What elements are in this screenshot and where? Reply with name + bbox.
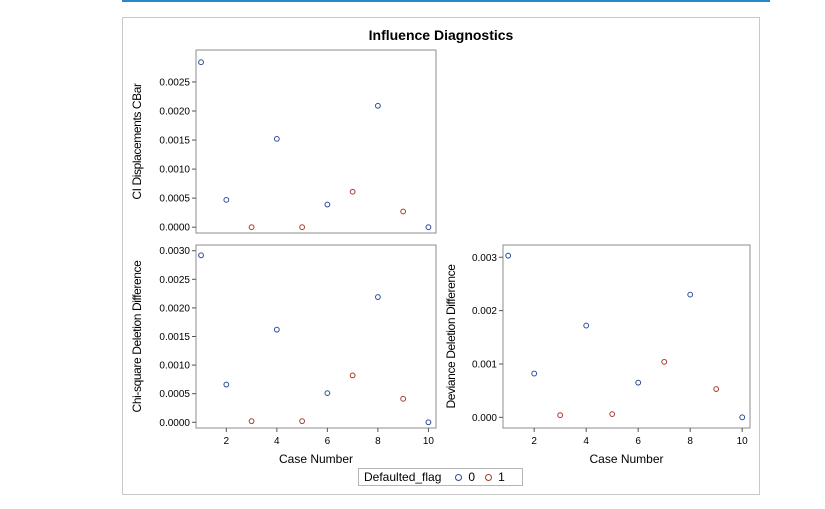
panel-chisq-point-8: [374, 294, 381, 300]
panel-chisq-xtick-label-2: 6: [325, 436, 331, 447]
panel-deviance-xtick-label-0: 2: [531, 436, 537, 447]
panel-chisq-ytick-label-2: 0.0010: [159, 361, 190, 372]
panel-chisq-point-9: [400, 395, 407, 402]
panel-chisq-point-3: [248, 418, 255, 425]
panel-chisq-point-10: [425, 419, 432, 426]
panel-chisq-xtick-label-0: 2: [224, 436, 230, 447]
panel-cbar-ytick-label-2: 0.0010: [159, 165, 190, 176]
panel-deviance-ytick-label-2: 0.002: [472, 306, 497, 317]
legend-label-1: 1: [498, 470, 505, 484]
panel-chisq-ytick-label-4: 0.0020: [159, 303, 190, 314]
panel-deviance-xtick-label-1: 4: [583, 436, 589, 447]
panel-chisq-point-7: [349, 372, 356, 379]
panel-chisq-point-1: [198, 252, 204, 259]
panel-deviance-point-10: [739, 414, 746, 421]
panel-deviance-point-3: [557, 412, 564, 419]
panel-cbar: 0.0000 0.0005 0.0010 0.0015 0.0020 0.0025 CI D…: [130, 49, 437, 234]
panel-cbar-point-9: [400, 208, 407, 215]
legend-title: Defaulted_flag: [364, 470, 442, 484]
panel-chisq-ytick-label-3: 0.0015: [159, 332, 190, 343]
panel-chisq-point-4: [273, 326, 280, 333]
panel-cbar-point-7: [349, 188, 356, 195]
panel-chisq-frame: [195, 244, 437, 429]
panel-chisq: 0.0000 0.0005 0.0010 0.0015 0.0020 0.0025 0.00…: [130, 244, 437, 466]
panel-cbar-ytick-label-4: 0.0020: [159, 107, 190, 118]
panel-deviance-point-1: [505, 252, 512, 259]
panel-cbar-point-1: [198, 59, 204, 66]
panel-cbar-point-5: [299, 224, 306, 231]
panel-deviance: 0.000 0.001 0.002 0.003 2 4 6 8 10 Deviance Delet…: [444, 244, 751, 466]
panel-cbar-ylabel: CI Displacements CBar: [130, 83, 144, 200]
panel-chisq-xlabel: Case Number: [279, 452, 353, 466]
panel-chisq-point-2: [223, 381, 230, 388]
panel-chisq-point-5: [299, 418, 306, 425]
panel-deviance-frame: [502, 244, 751, 429]
panel-cbar-ytick-label-1: 0.0005: [159, 194, 190, 205]
panel-cbar-point-6: [324, 201, 331, 208]
panel-deviance-point-9: [713, 386, 720, 392]
panel-chisq-xtick-label-4: 10: [423, 436, 435, 447]
panel-cbar-point-8: [374, 102, 381, 109]
top-accent-rule: [122, 0, 770, 2]
legend-marker-0-icon: [455, 473, 463, 481]
panel-chisq-ytick-label-5: 0.0025: [159, 275, 190, 286]
panel-chisq-xtick-label-3: 8: [375, 436, 381, 447]
panel-chisq-ylabel: Chi-square Deletion Difference: [130, 260, 144, 413]
panel-deviance-point-5: [609, 411, 616, 418]
panel-deviance-xtick-label-4: 10: [737, 436, 749, 447]
panel-cbar-point-10: [425, 224, 432, 231]
panel-deviance-point-7: [661, 358, 668, 365]
panel-chisq-ytick-label-1: 0.0005: [159, 389, 190, 400]
legend: Defaulted_flag 0 1: [358, 468, 523, 486]
panel-cbar-point-2: [223, 196, 230, 203]
panel-cbar-ytick-label-5: 0.0025: [159, 77, 190, 88]
panel-deviance-point-2: [531, 370, 538, 377]
panel-cbar-point-4: [273, 135, 280, 142]
panel-deviance-xtick-label-2: 6: [635, 436, 641, 447]
panel-chisq-ytick-label-0: 0.0000: [159, 418, 190, 429]
panel-cbar-point-3: [248, 224, 255, 231]
panel-deviance-ytick-label-0: 0.000: [472, 413, 497, 424]
panel-chisq-xtick-label-1: 4: [274, 436, 280, 447]
panel-deviance-ytick-label-3: 0.003: [472, 253, 497, 264]
panel-cbar-frame: [195, 49, 437, 234]
panel-chisq-point-6: [324, 390, 331, 397]
panel-deviance-point-8: [687, 291, 694, 298]
legend-entry-1: 1: [485, 470, 505, 484]
panel-chisq-ytick-label-6: 0.0030: [159, 246, 190, 257]
panel-deviance-point-4: [583, 322, 590, 329]
panel-deviance-xlabel: Case Number: [589, 452, 663, 466]
chart-title: Influence Diagnostics: [368, 27, 514, 43]
panel-deviance-ylabel: Deviance Deletion Difference: [444, 264, 458, 409]
legend-label-0: 0: [468, 470, 476, 484]
legend-marker-1-icon: [485, 473, 493, 481]
panel-deviance-ytick-label-1: 0.001: [472, 359, 497, 370]
panel-cbar-ytick-label-0: 0.0000: [159, 223, 190, 234]
panel-deviance-xtick-label-3: 8: [687, 436, 693, 447]
legend-entry-0: 0: [455, 470, 475, 484]
panel-cbar-ytick-label-3: 0.0015: [159, 136, 190, 147]
panel-deviance-point-6: [635, 379, 642, 386]
